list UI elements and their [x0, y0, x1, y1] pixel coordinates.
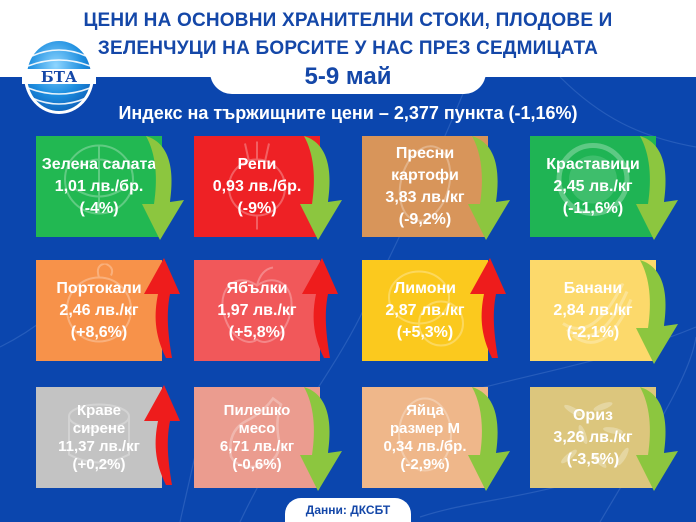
product-price: 3,83 лв./кг	[385, 188, 465, 206]
arrow-down-icon	[300, 136, 342, 240]
arrow-up-icon	[302, 258, 338, 358]
banana-icon	[553, 263, 633, 358]
product-card: Ябълки 1,97 лв./кг (+5,8%)	[194, 258, 344, 370]
cheese-icon	[59, 390, 139, 485]
price-change: (-9%)	[237, 199, 277, 217]
product-tile: Ябълки 1,97 лв./кг (+5,8%)	[194, 260, 320, 361]
product-card: Лимони 2,87 лв./кг (+5,3%)	[362, 258, 512, 370]
product-price: 0,93 лв./бр.	[212, 177, 302, 195]
price-change: (+5,3%)	[396, 323, 454, 341]
product-price: 11,37 лв./кг	[58, 437, 140, 455]
product-price: 2,46 лв./кг	[59, 301, 139, 319]
title-line-1: ЦЕНИ НА ОСНОВНИ ХРАНИТЕЛНИ СТОКИ, ПЛОДОВ…	[83, 10, 613, 31]
product-card: Ориз 3,26 лв./кг (-3,5%)	[530, 387, 680, 497]
product-card: Портокали 2,46 лв./кг (+8,6%)	[36, 258, 186, 370]
rice-icon	[553, 390, 633, 485]
product-price: 1,01 лв./бр.	[54, 177, 144, 195]
product-card: Краставици 2,45 лв./кг (-11,6%)	[530, 136, 680, 246]
product-tile: Пилешко месо 6,71 лв./кг (-0,6%)	[194, 387, 320, 488]
lettuce-icon	[59, 139, 139, 234]
globe-logo-icon: БТА	[22, 38, 96, 114]
product-name: Зелена салата	[41, 155, 157, 173]
product-price: 2,87 лв./кг	[385, 301, 465, 319]
arrow-up-icon	[144, 385, 180, 485]
arrow-up-icon	[470, 258, 506, 358]
cucumber-icon	[553, 139, 633, 234]
product-card: Зелена салата 1,01 лв./бр. (-4%)	[36, 136, 186, 246]
price-change: (-0,6%)	[232, 455, 282, 473]
turnip-icon	[217, 139, 297, 234]
product-tile: Яйца размер М 0,34 лв./бр. (-2,9%)	[362, 387, 488, 488]
potato-icon	[385, 139, 465, 234]
price-change: (+5,8%)	[228, 323, 286, 341]
product-price: 3,26 лв./кг	[553, 428, 633, 446]
product-name: Репи	[237, 155, 277, 173]
product-tile: Ориз 3,26 лв./кг (-3,5%)	[530, 387, 656, 488]
product-name: Банани	[563, 279, 623, 297]
arrow-down-icon	[636, 136, 678, 240]
product-name: размер М	[389, 419, 461, 437]
product-tile: Зелена салата 1,01 лв./бр. (-4%)	[36, 136, 162, 237]
product-name: Яйца	[406, 401, 444, 419]
svg-text:БТА: БТА	[41, 68, 78, 86]
price-change: (-3,5%)	[566, 450, 620, 468]
product-name: Пилешко	[223, 401, 291, 419]
product-price: 6,71 лв./кг	[219, 437, 295, 455]
product-price: 2,45 лв./кг	[553, 177, 633, 195]
product-tile: Краставици 2,45 лв./кг (-11,6%)	[530, 136, 656, 237]
price-change: (-9,2%)	[398, 210, 452, 228]
product-name: месо	[238, 419, 276, 437]
product-card: Пилешко месо 6,71 лв./кг (-0,6%)	[194, 387, 344, 497]
product-tile: Банани 2,84 лв./кг (-2,1%)	[530, 260, 656, 361]
product-card: Банани 2,84 лв./кг (-2,1%)	[530, 260, 680, 370]
title-line-2: ЗЕЛЕНЧУЦИ НА БОРСИТЕ У НАС ПРЕЗ СЕДМИЦАТ…	[97, 38, 599, 59]
price-change: (+0,2%)	[72, 455, 126, 473]
product-name: Краставици	[546, 155, 640, 173]
product-card: Репи 0,93 лв./бр. (-9%)	[194, 136, 344, 246]
product-name: Краве	[76, 401, 122, 419]
product-price: 1,97 лв./кг	[217, 301, 297, 319]
lemon-icon	[385, 263, 465, 358]
product-tile: Портокали 2,46 лв./кг (+8,6%)	[36, 260, 162, 361]
product-name: Портокали	[56, 279, 142, 297]
arrow-down-icon	[636, 387, 678, 491]
product-tile: Краве сирене 11,37 лв./кг (+0,2%)	[36, 387, 162, 488]
market-index: Индекс на тържищните цени – 2,377 пункта…	[118, 103, 578, 123]
price-change: (-4%)	[79, 199, 119, 217]
egg-icon	[385, 390, 465, 485]
product-price: 2,84 лв./кг	[553, 301, 633, 319]
product-name: Ябълки	[226, 279, 288, 297]
product-tile: Пресни картофи 3,83 лв./кг (-9,2%)	[362, 136, 488, 237]
product-card: Краве сирене 11,37 лв./кг (+0,2%)	[36, 385, 186, 497]
product-name: картофи	[391, 166, 459, 184]
price-change: (+8,6%)	[70, 323, 128, 341]
data-source: Данни: ДКСБТ	[285, 498, 411, 522]
bta-logo: БТА	[22, 36, 96, 116]
product-name: Пресни	[395, 144, 455, 162]
arrow-down-icon	[468, 136, 510, 240]
product-name: Ориз	[572, 406, 613, 424]
product-tile: Репи 0,93 лв./бр. (-9%)	[194, 136, 320, 237]
price-change: (-11,6%)	[562, 199, 624, 217]
price-change: (-2,1%)	[566, 323, 620, 341]
product-card: Яйца размер М 0,34 лв./бр. (-2,9%)	[362, 387, 512, 497]
arrow-down-icon	[142, 136, 184, 240]
product-name: сирене	[72, 419, 126, 437]
product-price: 0,34 лв./бр.	[383, 437, 467, 455]
arrow-down-icon	[468, 387, 510, 491]
product-name: Лимони	[394, 279, 456, 297]
product-card: Пресни картофи 3,83 лв./кг (-9,2%)	[362, 136, 512, 246]
orange-icon	[59, 261, 139, 358]
date-range-tab: 5-9 май	[210, 60, 486, 94]
arrow-down-icon	[636, 260, 678, 364]
price-change: (-2,9%)	[400, 455, 450, 473]
arrow-up-icon	[144, 258, 180, 358]
product-tile: Лимони 2,87 лв./кг (+5,3%)	[362, 260, 488, 361]
chicken-icon	[217, 390, 297, 485]
arrow-down-icon	[300, 387, 342, 491]
apple-icon	[217, 263, 297, 358]
